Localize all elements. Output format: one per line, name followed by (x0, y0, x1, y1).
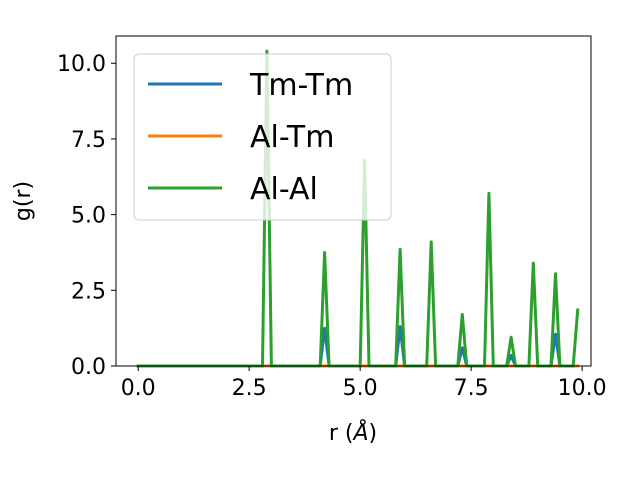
x-tick-label: 0.0 (121, 376, 156, 401)
y-tick-label: 5.0 (71, 204, 106, 229)
x-tick-label: 2.5 (232, 376, 267, 401)
y-tick-label: 0.0 (71, 355, 106, 380)
x-tick-label: 7.5 (454, 376, 489, 401)
x-tick-label: 10.0 (558, 376, 607, 401)
x-axis-label: r (Å) (329, 419, 377, 446)
plot-frame (115, 35, 592, 367)
y-axis-ticks: 0.0 2.5 5.0 7.5 10.0 (57, 52, 116, 380)
legend: Tm-Tm Al-Tm Al-Al (133, 53, 392, 221)
legend-box (133, 53, 392, 221)
legend-label-al-al: Al-Al (250, 172, 318, 207)
y-tick-label: 7.5 (71, 128, 106, 153)
y-tick-label: 10.0 (57, 52, 106, 77)
y-axis-label: g(r) (11, 181, 36, 221)
legend-label-tm-tm: Tm-Tm (249, 68, 353, 103)
x-tick-label: 5.0 (343, 376, 378, 401)
y-tick-label: 2.5 (71, 279, 106, 304)
legend-entries: Tm-Tm Al-Tm Al-Al (148, 68, 353, 207)
legend-label-al-tm: Al-Tm (250, 120, 334, 155)
x-axis-ticks: 0.0 2.5 5.0 7.5 10.0 (121, 366, 607, 401)
